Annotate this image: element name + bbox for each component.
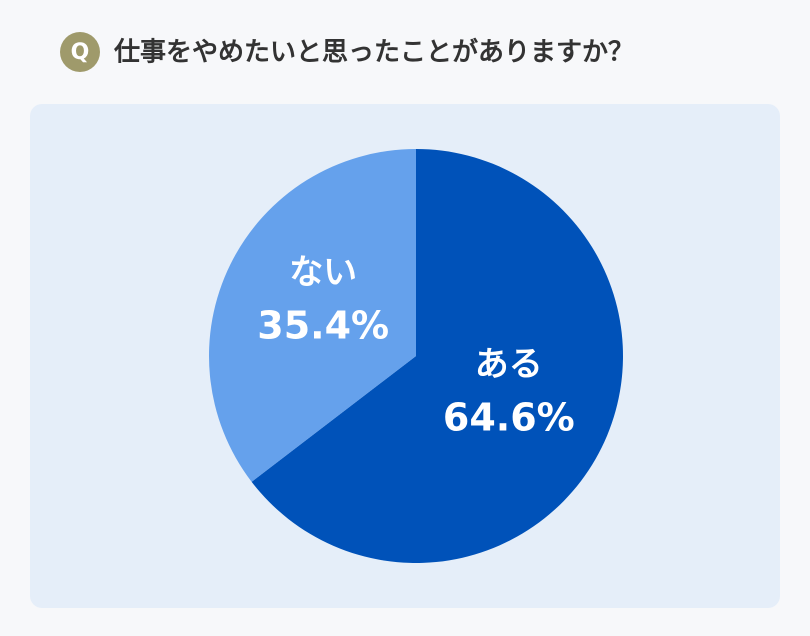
pie-slice xyxy=(208,148,416,482)
chart-title: 仕事をやめたいと思ったことがありますか？ xyxy=(113,37,634,68)
slice-label: ある xyxy=(475,344,543,384)
pie-slice xyxy=(251,149,623,563)
slice-label: ない xyxy=(289,253,357,293)
badge-text: Q xyxy=(71,40,90,65)
value-label: 35.4% xyxy=(257,304,389,348)
value-label: 64.6% xyxy=(443,395,575,439)
badge xyxy=(60,32,100,72)
